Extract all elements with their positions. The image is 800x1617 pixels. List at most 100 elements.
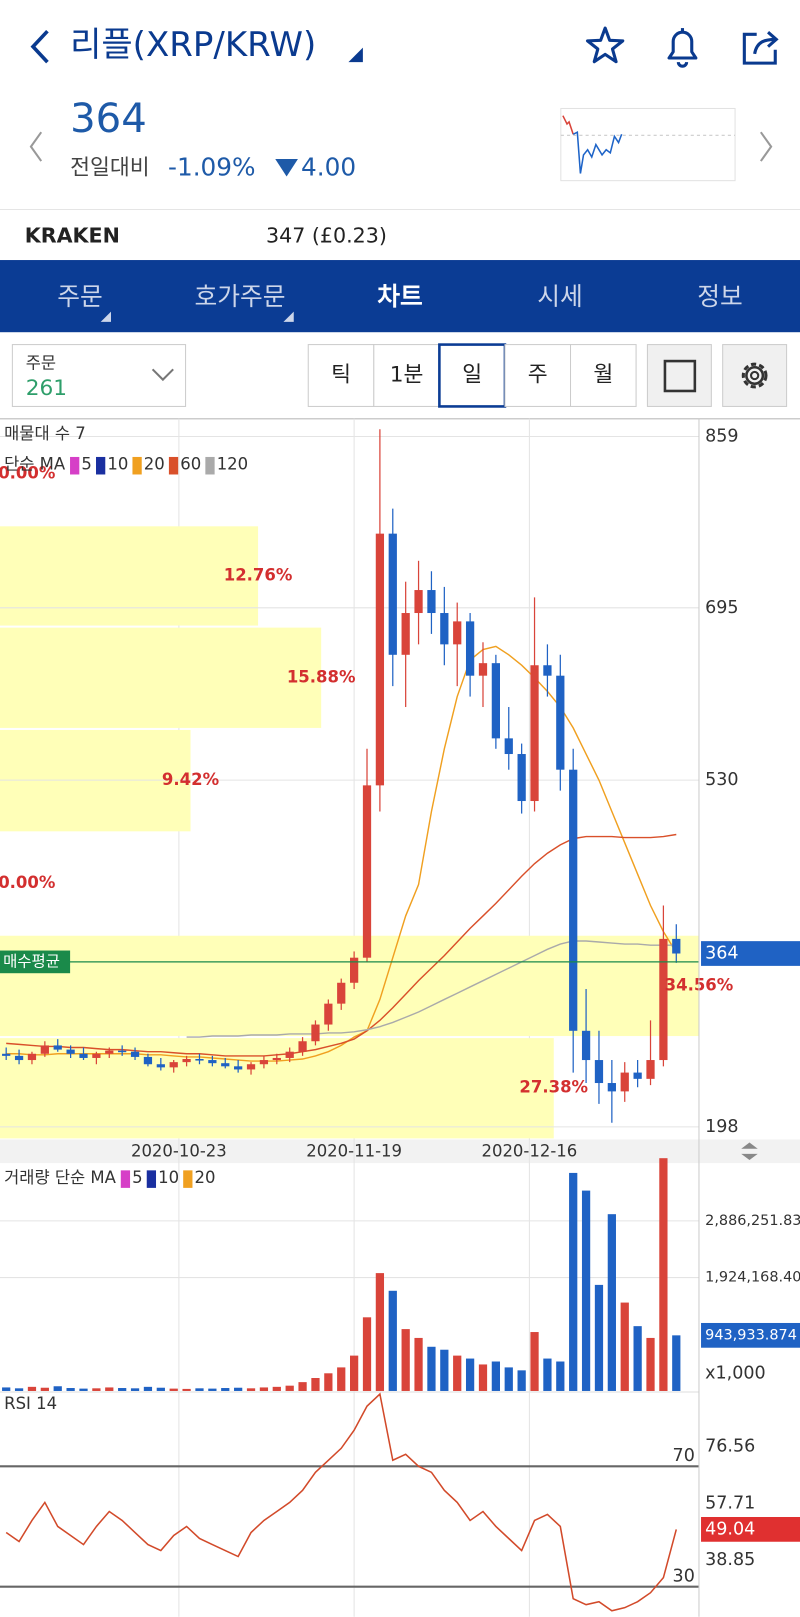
candle-body — [221, 1063, 230, 1067]
candle-body — [27, 1053, 37, 1061]
y-tick-label: 38.85 — [705, 1550, 755, 1570]
moving-average — [186, 940, 677, 1038]
volume-bar — [672, 1335, 681, 1391]
level-label: 30 — [673, 1566, 695, 1586]
candle-body — [311, 1024, 320, 1042]
candle-body — [620, 1072, 629, 1092]
candle-body — [208, 1060, 217, 1064]
settings-button[interactable] — [722, 344, 788, 407]
menu-indicator — [100, 311, 112, 322]
legend-label: 20 — [144, 455, 165, 474]
candle-body — [427, 590, 436, 614]
candle-body — [182, 1059, 191, 1063]
tab[interactable]: 호가주문 — [194, 282, 285, 311]
volume-profile-bar — [0, 627, 322, 728]
legend-swatch — [183, 1170, 193, 1188]
moving-average — [6, 645, 677, 1062]
period-button[interactable] — [504, 344, 572, 407]
volume-bar — [401, 1329, 410, 1391]
exchange-name: KRAKEN — [25, 223, 120, 247]
candle-body — [581, 1030, 591, 1061]
y-tick-label: 198 — [705, 1117, 738, 1137]
tab[interactable]: 차트 — [377, 282, 423, 311]
candle-body — [272, 1057, 281, 1061]
next-coin[interactable] — [759, 131, 773, 162]
volume-bar — [414, 1337, 423, 1391]
candle-body — [53, 1045, 62, 1050]
legend-label: 5 — [132, 1168, 143, 1187]
menu-indicator — [283, 311, 294, 322]
level-label: 70 — [673, 1446, 695, 1466]
volume-bar — [478, 1364, 488, 1391]
back-button[interactable] — [30, 29, 49, 64]
volume-bar — [143, 1386, 153, 1391]
draw-button[interactable] — [646, 344, 712, 407]
volume-bar — [40, 1387, 49, 1391]
volume-profile-label: 27.38% — [519, 1078, 588, 1097]
y-tick-label: 530 — [705, 770, 738, 790]
candle-body — [259, 1060, 269, 1065]
scroll-handle[interactable] — [741, 1142, 758, 1161]
period-button[interactable] — [438, 343, 507, 408]
rsi-line — [5, 1392, 678, 1612]
candle-body — [465, 621, 475, 676]
legend-title: 단순 MA — [4, 455, 66, 474]
volume-profile-bar — [0, 729, 191, 832]
tab[interactable]: 시세 — [537, 282, 583, 311]
x-tick-label: 2020-10-23 — [131, 1141, 227, 1160]
volume-bar — [246, 1388, 256, 1391]
volume-bar — [337, 1367, 346, 1391]
order-select[interactable]: 주문 261 — [11, 344, 187, 407]
prev-coin[interactable] — [29, 131, 43, 162]
candle-body — [324, 1003, 333, 1025]
favorite-button[interactable] — [585, 26, 625, 64]
current-rsi-label: 49.04 — [705, 1519, 755, 1539]
volume-bar — [569, 1172, 578, 1391]
candle-body — [672, 938, 681, 954]
period-button[interactable] — [307, 344, 375, 407]
candle-body — [543, 665, 552, 676]
volume-bar — [594, 1284, 604, 1391]
candle-body — [530, 665, 539, 802]
candle-body — [14, 1055, 24, 1061]
candle-body — [556, 675, 565, 770]
volume-bar — [350, 1355, 359, 1391]
volume-bar — [79, 1388, 88, 1391]
y-tick-label: 2,886,251.831 — [705, 1213, 800, 1229]
tab[interactable]: 주문 — [57, 282, 103, 311]
period-button[interactable] — [373, 344, 440, 407]
share-button[interactable] — [742, 31, 779, 65]
candle-body — [504, 738, 513, 755]
tab[interactable]: 정보 — [697, 282, 743, 311]
volume-bar — [272, 1386, 281, 1391]
volume-bar — [298, 1382, 307, 1391]
period-button[interactable] — [570, 344, 637, 407]
volume-profile-label: 9.42% — [162, 770, 219, 789]
candle-body — [156, 1064, 165, 1068]
current-price-tag — [701, 941, 800, 966]
candle-body — [234, 1066, 243, 1070]
candle-body — [491, 663, 500, 739]
legend-swatch — [120, 1170, 131, 1188]
candle-body — [169, 1062, 178, 1068]
volume-profile-label: 15.88% — [287, 667, 356, 686]
volume-bar — [375, 1273, 385, 1391]
coin-title[interactable]: 리플(XRP/KRW) — [70, 25, 316, 65]
volume-bar — [259, 1387, 269, 1391]
volume-bar — [607, 1214, 616, 1391]
legend-swatch — [70, 456, 80, 475]
legend-label: 60 — [180, 455, 201, 474]
candle-body — [659, 938, 668, 1061]
period-label: 일 — [462, 363, 482, 388]
down-arrow — [275, 159, 298, 177]
volume-bar — [14, 1388, 24, 1391]
volume-bar — [581, 1190, 591, 1391]
order-select-value: 261 — [26, 376, 67, 401]
avg-buy-tag — [0, 950, 71, 974]
candle-body — [607, 1083, 616, 1092]
title-dropdown[interactable] — [348, 47, 363, 63]
candle-body — [105, 1050, 114, 1054]
alarm-button[interactable] — [667, 28, 698, 68]
volume-bar — [195, 1388, 204, 1391]
